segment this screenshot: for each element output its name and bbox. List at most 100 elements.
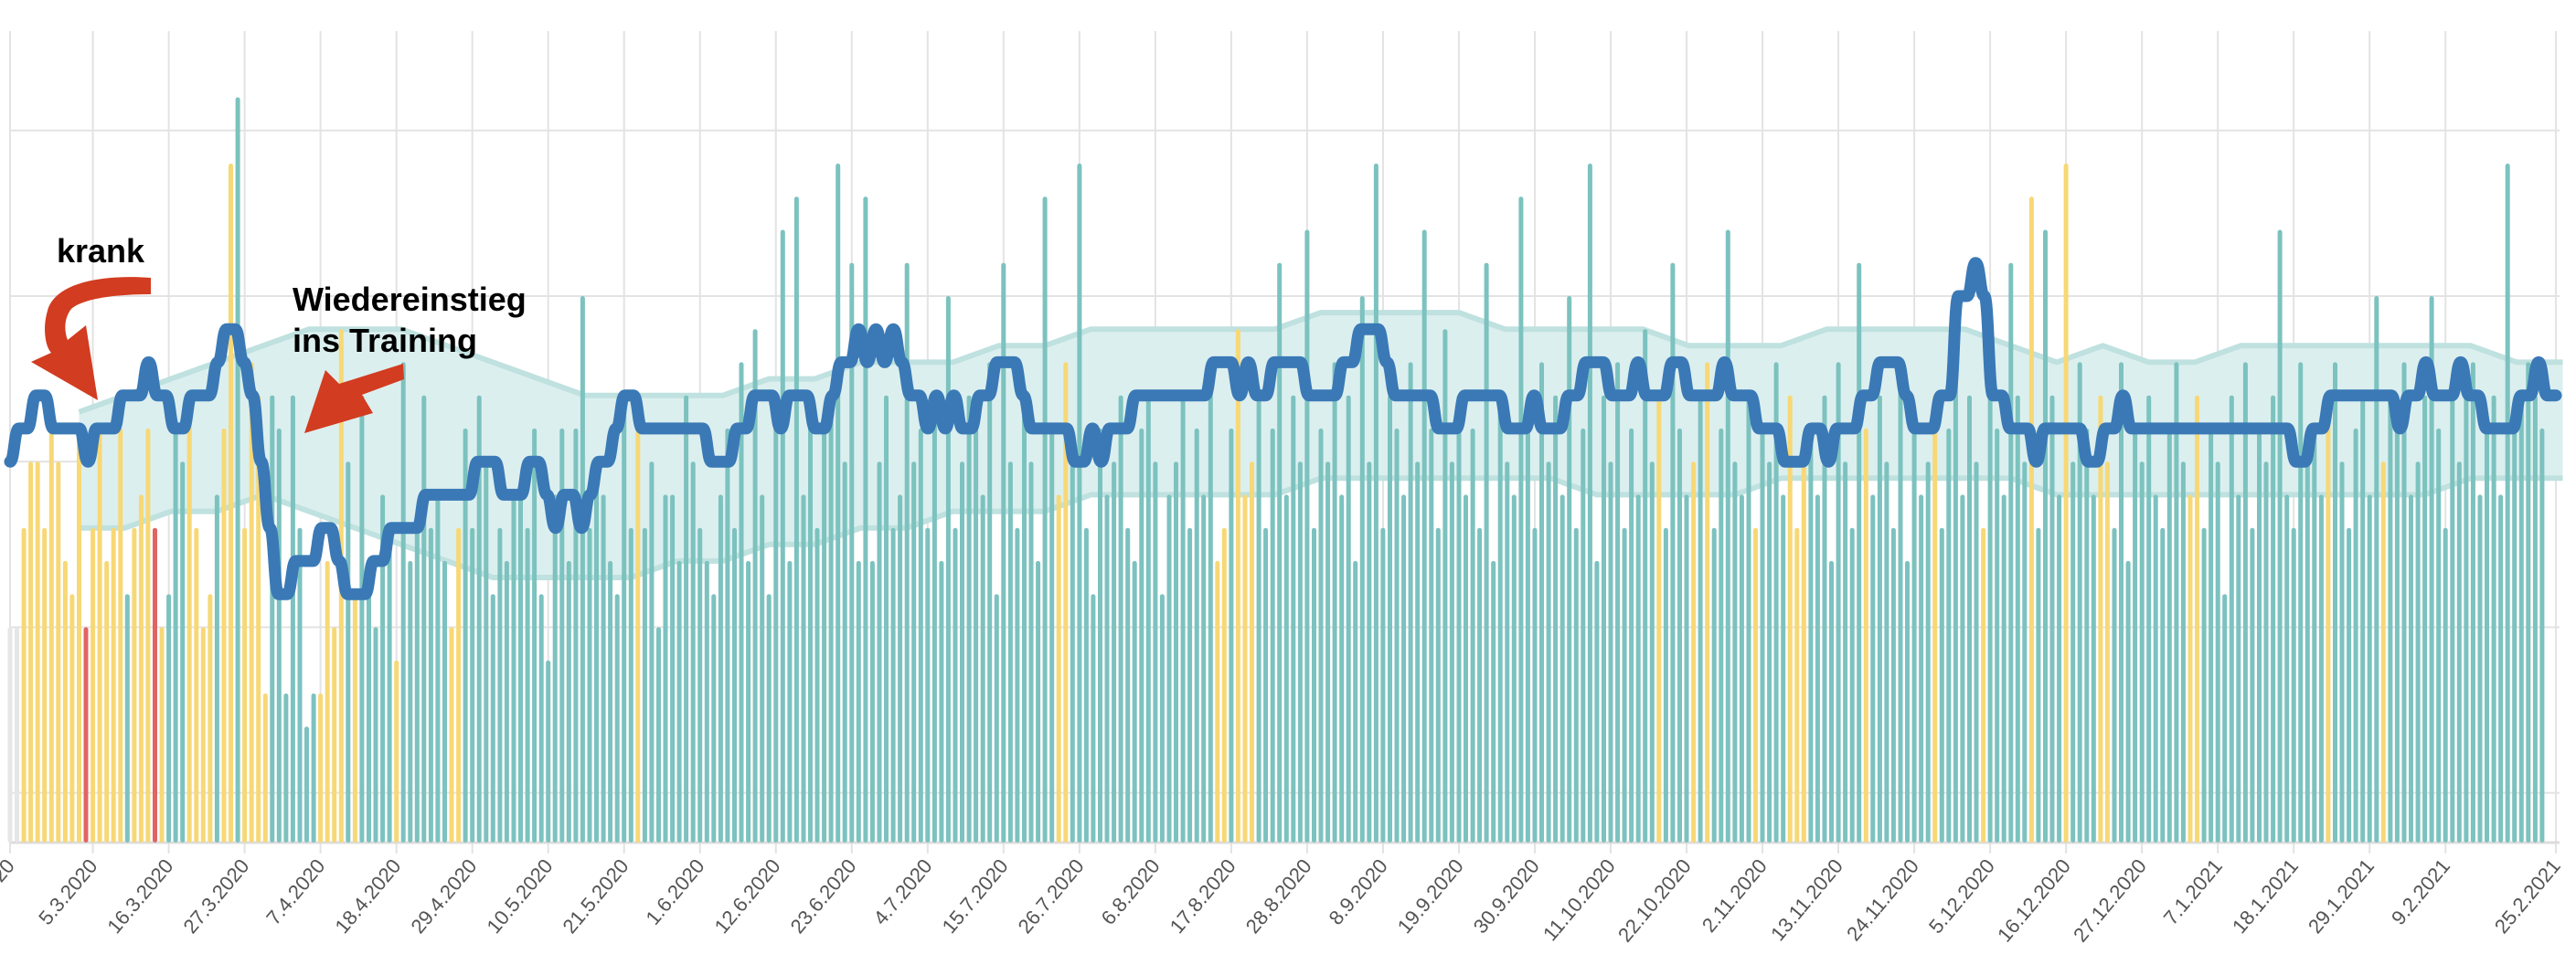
daily-bar xyxy=(2125,560,2131,843)
daily-bar xyxy=(1656,395,1662,843)
daily-bar xyxy=(2146,395,2152,843)
daily-bar xyxy=(1857,262,1862,843)
daily-bar xyxy=(925,527,931,843)
daily-bar xyxy=(1083,527,1089,843)
daily-bar xyxy=(974,428,979,843)
daily-bar xyxy=(62,560,68,843)
daily-bar xyxy=(2098,395,2103,843)
x-tick-label: 13.11.2020 xyxy=(1766,854,1847,945)
x-tick-label: 2.11.2020 xyxy=(1698,854,1772,937)
daily-bar xyxy=(2532,395,2538,843)
x-tick-label: 18.1.2021 xyxy=(2228,854,2303,938)
daily-bar xyxy=(828,395,834,843)
daily-bar xyxy=(931,395,937,843)
daily-bar xyxy=(1221,527,1227,843)
daily-bar xyxy=(1235,329,1240,843)
daily-bar xyxy=(2215,461,2220,843)
daily-bar xyxy=(1539,362,1544,843)
daily-bar xyxy=(1421,229,1427,843)
daily-bar xyxy=(2388,395,2393,843)
daily-bar xyxy=(318,693,324,843)
daily-bar xyxy=(2209,428,2214,843)
daily-bar xyxy=(1829,560,1834,843)
x-tick-label: 27.12.2020 xyxy=(2069,854,2151,946)
daily-bar xyxy=(1112,461,1117,843)
daily-bar xyxy=(628,527,633,843)
daily-bar xyxy=(2498,494,2504,843)
x-tick-label: 10.5.2020 xyxy=(482,854,557,938)
daily-bar xyxy=(836,164,841,843)
daily-bar xyxy=(2347,527,2352,843)
daily-bar xyxy=(7,627,13,843)
daily-bar xyxy=(2291,527,2296,843)
daily-bar xyxy=(1746,395,1751,843)
daily-bar xyxy=(635,428,641,843)
x-tick-label: 12.6.2020 xyxy=(710,854,785,938)
daily-bar xyxy=(470,527,475,843)
daily-bar xyxy=(2236,494,2241,843)
daily-bar xyxy=(801,494,806,843)
daily-bar xyxy=(2049,395,2055,843)
daily-bar xyxy=(2464,395,2469,843)
daily-bar xyxy=(1277,262,1283,843)
daily-bar xyxy=(2518,395,2524,843)
daily-bar xyxy=(1388,395,1392,843)
daily-bar xyxy=(1711,527,1717,843)
daily-bar xyxy=(2477,494,2483,843)
daily-bar xyxy=(35,461,40,843)
daily-bar xyxy=(2153,494,2158,843)
daily-bar xyxy=(1118,395,1123,843)
daily-bar xyxy=(1532,527,1538,843)
daily-bar xyxy=(504,560,509,843)
daily-bar xyxy=(1291,395,1296,843)
daily-bar xyxy=(1442,329,1448,843)
daily-bar xyxy=(614,594,620,843)
daily-bar xyxy=(1415,461,1421,843)
daily-bar xyxy=(1974,461,1979,843)
daily-bar xyxy=(1063,362,1069,843)
daily-bar xyxy=(1477,527,1483,843)
daily-bar xyxy=(1464,494,1468,843)
daily-bar xyxy=(2091,494,2096,843)
daily-bar xyxy=(476,395,482,843)
daily-bar xyxy=(15,627,19,843)
daily-bar xyxy=(1373,164,1378,843)
daily-bar xyxy=(1007,461,1013,843)
daily-bar xyxy=(2112,527,2117,843)
daily-bar xyxy=(2195,395,2199,843)
daily-bar xyxy=(186,395,192,843)
daily-bar xyxy=(256,395,261,843)
daily-bar xyxy=(2326,395,2331,843)
daily-bar xyxy=(1939,527,1944,843)
band-upper-edge xyxy=(78,310,2563,415)
daily-bar xyxy=(2415,461,2421,843)
daily-bar xyxy=(1456,395,1462,843)
daily-bar xyxy=(1698,395,1703,843)
daily-bar xyxy=(1283,494,1289,843)
daily-bar xyxy=(1946,428,1952,843)
daily-bar xyxy=(2367,494,2372,843)
daily-bar xyxy=(2374,296,2379,843)
daily-bar xyxy=(2174,362,2179,843)
daily-bar xyxy=(1801,461,1806,843)
daily-bar xyxy=(145,428,151,843)
daily-bar xyxy=(414,527,420,843)
daily-bar xyxy=(1049,428,1055,843)
daily-bar xyxy=(1884,461,1889,843)
arrow-icon xyxy=(304,364,404,433)
daily-bar xyxy=(262,693,268,843)
daily-bar xyxy=(2505,164,2510,843)
daily-bar xyxy=(97,428,102,843)
x-axis-ticks: …20 5.3.2020 16.3.2020 27.3.2020 7.4.2020 18.… xyxy=(0,854,2565,946)
daily-bar xyxy=(1367,461,1372,843)
daily-bar xyxy=(890,527,896,843)
daily-bar xyxy=(1166,494,1172,843)
x-tick-label: 16.3.2020 xyxy=(102,854,177,938)
daily-bar xyxy=(884,395,889,843)
daily-bar xyxy=(124,594,130,843)
daily-bar xyxy=(1691,461,1697,843)
daily-bar xyxy=(2443,527,2448,843)
x-tick-label: 7.4.2020 xyxy=(261,854,329,929)
daily-bar xyxy=(566,560,571,843)
daily-bar xyxy=(1615,362,1621,843)
